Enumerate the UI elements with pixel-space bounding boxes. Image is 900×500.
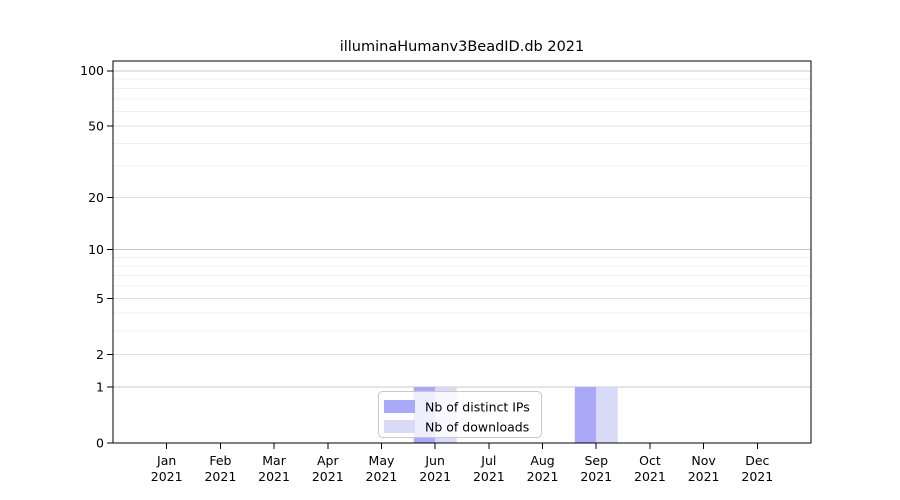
xtick-label-year-dec: 2021 bbox=[741, 469, 773, 484]
xtick-label-year-aug: 2021 bbox=[527, 469, 559, 484]
xtick-label-month-nov: Nov bbox=[691, 453, 716, 468]
bar-downloads-sep bbox=[596, 387, 618, 443]
legend-box bbox=[378, 391, 542, 438]
axes bbox=[107, 60, 812, 449]
xtick-label-year-sep: 2021 bbox=[580, 469, 612, 484]
ytick-label-1: 1 bbox=[96, 379, 104, 394]
legend-swatch-distinct-ips bbox=[384, 400, 415, 413]
legend-label-distinct-ips: Nb of distinct IPs bbox=[425, 400, 530, 415]
legend: Nb of distinct IPs Nb of downloads bbox=[378, 391, 542, 438]
xtick-label-year-apr: 2021 bbox=[312, 469, 344, 484]
xtick-label-month-aug: Aug bbox=[530, 453, 554, 468]
xtick-label-month-jan: Jan bbox=[156, 453, 176, 468]
xtick-label-month-sep: Sep bbox=[584, 453, 608, 468]
xtick-label-month-feb: Feb bbox=[209, 453, 231, 468]
xtick-label-month-jul: Jul bbox=[480, 453, 496, 468]
ytick-label-100: 100 bbox=[80, 63, 104, 78]
chart-title: illuminaHumanv3BeadID.db 2021 bbox=[340, 39, 585, 55]
xtick-label-month-mar: Mar bbox=[262, 453, 286, 468]
bar-distinct-ips-sep bbox=[574, 387, 597, 443]
ytick-label-20: 20 bbox=[88, 190, 104, 205]
ytick-label-2: 2 bbox=[96, 347, 104, 362]
xtick-label-year-feb: 2021 bbox=[204, 469, 236, 484]
legend-swatch-downloads bbox=[384, 420, 415, 433]
xtick-label-month-jun: Jun bbox=[424, 453, 445, 468]
gridlines bbox=[113, 70, 811, 388]
ytick-label-0: 0 bbox=[96, 435, 104, 450]
xtick-label-year-may: 2021 bbox=[366, 469, 398, 484]
ytick-label-10: 10 bbox=[88, 242, 104, 257]
xtick-label-year-jun: 2021 bbox=[419, 469, 451, 484]
tick-labels: Jan2021Feb2021Mar2021Apr2021May2021Jun20… bbox=[80, 63, 773, 484]
plot-border bbox=[112, 60, 812, 444]
ytick-label-5: 5 bbox=[96, 291, 104, 306]
xtick-label-month-oct: Oct bbox=[639, 453, 661, 468]
xtick-label-year-jan: 2021 bbox=[151, 469, 183, 484]
xtick-label-month-apr: Apr bbox=[317, 453, 339, 468]
xtick-label-year-nov: 2021 bbox=[688, 469, 720, 484]
xtick-label-year-jul: 2021 bbox=[473, 469, 505, 484]
ytick-label-50: 50 bbox=[88, 118, 104, 133]
xtick-label-year-oct: 2021 bbox=[634, 469, 666, 484]
xtick-label-year-mar: 2021 bbox=[258, 469, 290, 484]
xtick-label-month-dec: Dec bbox=[745, 453, 769, 468]
legend-label-downloads: Nb of downloads bbox=[425, 420, 529, 435]
xtick-label-month-may: May bbox=[369, 453, 395, 468]
